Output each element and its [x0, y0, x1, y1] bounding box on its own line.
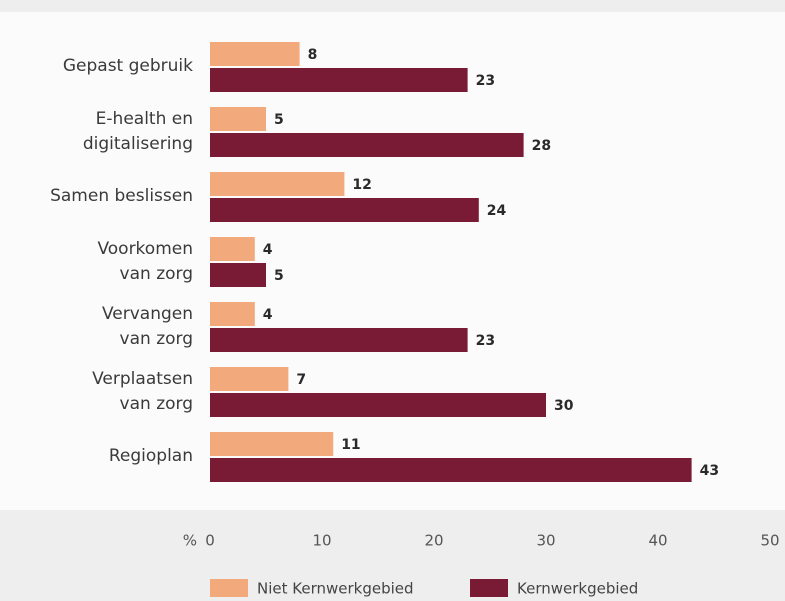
legend-swatch — [470, 579, 508, 597]
value-label: 43 — [700, 463, 719, 479]
value-label: 11 — [341, 437, 360, 453]
bar — [210, 172, 345, 196]
category-label: Voorkomen van zorg — [97, 239, 193, 284]
x-tick-label: 0 — [205, 532, 215, 550]
bar — [210, 367, 289, 391]
legend-swatch — [210, 579, 248, 597]
x-tick-label: 20 — [424, 532, 443, 550]
bar — [210, 42, 300, 66]
value-label: 7 — [296, 372, 306, 388]
value-label: 4 — [263, 242, 273, 258]
category-label: Samen beslissen — [50, 186, 193, 206]
value-label: 28 — [532, 138, 551, 154]
x-tick-label: 30 — [536, 532, 555, 550]
category-label: Vervangen van zorg — [102, 304, 193, 349]
bar — [210, 68, 468, 92]
x-tick-label: 10 — [312, 532, 331, 550]
value-label: 4 — [263, 307, 273, 323]
category-label: Verplaatsen van zorg — [92, 369, 193, 414]
category-label: Regioplan — [109, 446, 193, 466]
bar — [210, 198, 479, 222]
category-label: Gepast gebruik — [63, 56, 193, 76]
category-label: E-health en digitalisering — [83, 109, 193, 154]
x-tick-label: 50 — [760, 532, 779, 550]
bar — [210, 107, 266, 131]
legend-label: Kernwerkgebied — [517, 580, 638, 598]
bar — [210, 263, 266, 287]
bar — [210, 393, 546, 417]
value-label: 30 — [554, 398, 574, 414]
value-label: 5 — [274, 112, 284, 128]
plot-panel — [0, 12, 785, 510]
bar — [210, 432, 334, 456]
value-label: 12 — [352, 177, 371, 193]
value-label: 5 — [274, 268, 284, 284]
value-label: 23 — [476, 333, 495, 349]
bar — [210, 328, 468, 352]
legend-label: Niet Kernwerkgebied — [257, 580, 414, 598]
bar — [210, 237, 255, 261]
x-tick-label: 40 — [648, 532, 667, 550]
x-axis-label: % — [183, 532, 197, 550]
value-label: 8 — [308, 47, 318, 63]
value-label: 23 — [476, 73, 495, 89]
bar — [210, 302, 255, 326]
bar — [210, 458, 692, 482]
value-label: 24 — [487, 203, 507, 219]
bar — [210, 133, 524, 157]
